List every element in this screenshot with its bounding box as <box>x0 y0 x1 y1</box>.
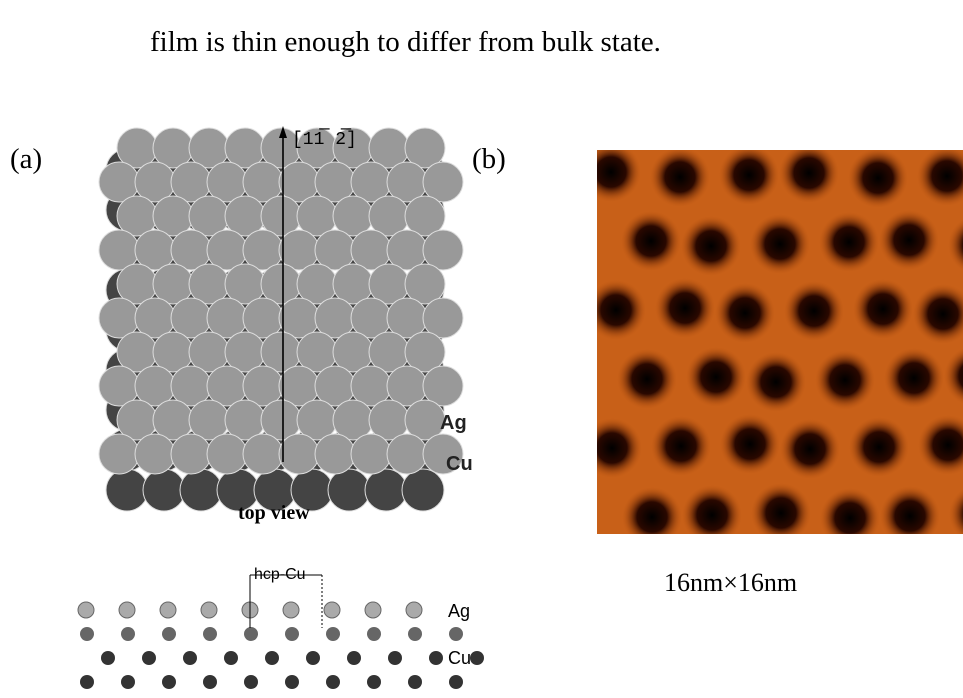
ag-atom <box>365 602 381 618</box>
cu-atom <box>106 469 148 511</box>
stm-pit <box>853 279 913 339</box>
cu-atom <box>449 675 463 689</box>
cu-atom <box>224 651 238 665</box>
cu-atom <box>143 469 185 511</box>
direction-label: [11̅ 2̅] <box>292 130 357 150</box>
stm-pit <box>746 352 806 412</box>
cu-atom <box>203 675 217 689</box>
cu-atom <box>328 469 370 511</box>
cu-atom <box>367 627 381 641</box>
ag-atom <box>201 602 217 618</box>
cu-atom <box>285 675 299 689</box>
cu-atom <box>142 651 156 665</box>
ag-atom <box>78 602 94 618</box>
ag-atom <box>243 434 283 474</box>
caption: 16nm×16nm <box>664 568 797 598</box>
cu-atom <box>449 627 463 641</box>
cu-atom <box>244 627 258 641</box>
cu-atom <box>121 627 135 641</box>
stm-pit <box>655 278 715 338</box>
atom-label: Cu <box>448 648 471 669</box>
cu-atom <box>402 469 444 511</box>
stm-pit <box>819 212 879 272</box>
cu-atom <box>162 627 176 641</box>
ag-atom <box>283 602 299 618</box>
ag-atom <box>324 602 340 618</box>
stm-pit <box>681 216 741 276</box>
ag-atom <box>99 434 139 474</box>
stm-pit <box>621 211 681 271</box>
stm-pit <box>848 150 908 208</box>
ag-atom <box>119 602 135 618</box>
stm-image <box>597 150 963 534</box>
cu-atom <box>388 651 402 665</box>
cu-atom <box>162 675 176 689</box>
stm-pit <box>815 350 875 410</box>
cu-atom <box>80 675 94 689</box>
cu-atom <box>367 675 381 689</box>
cu-atom <box>326 675 340 689</box>
cu-atom <box>347 651 361 665</box>
cu-atom <box>121 675 135 689</box>
stm-pit <box>651 416 711 476</box>
cu-atom <box>429 651 443 665</box>
ag-atom <box>406 602 422 618</box>
ag-atom <box>207 434 247 474</box>
ag-atom <box>279 434 319 474</box>
stm-pit <box>617 349 677 409</box>
page: film is thin enough to differ from bulk … <box>0 0 963 698</box>
atom-label: Ag <box>440 412 467 435</box>
cu-atom <box>180 469 222 511</box>
cu-atom <box>326 627 340 641</box>
marker-label: hcp-Cu <box>254 566 306 584</box>
stm-pit <box>879 210 939 270</box>
stm-pit <box>884 348 944 408</box>
cu-atom <box>265 651 279 665</box>
cu-atom <box>203 627 217 641</box>
stm-pit <box>784 281 844 341</box>
ag-atom <box>160 602 176 618</box>
cu-atom <box>183 651 197 665</box>
ag-atom <box>387 434 427 474</box>
stm-pit <box>686 347 746 407</box>
ag-atom <box>315 434 355 474</box>
cu-atom <box>470 651 484 665</box>
cu-atom <box>408 675 422 689</box>
stm-pit <box>750 214 810 274</box>
stm-pit <box>780 419 840 479</box>
atom-label: Ag <box>448 601 470 622</box>
ag-atom <box>171 434 211 474</box>
atom-label: Cu <box>446 453 473 476</box>
cu-atom <box>101 651 115 665</box>
caption: top view <box>238 502 310 525</box>
ag-atom <box>351 434 391 474</box>
stm-pit <box>849 417 909 477</box>
stm-pit <box>715 283 775 343</box>
ag-atom <box>135 434 175 474</box>
cu-atom <box>80 627 94 641</box>
cu-atom <box>306 651 320 665</box>
cu-atom <box>408 627 422 641</box>
stm-pit <box>720 414 780 474</box>
cu-atom <box>285 627 299 641</box>
cu-atom <box>244 675 258 689</box>
cu-atom <box>365 469 407 511</box>
stm-background <box>597 150 963 534</box>
